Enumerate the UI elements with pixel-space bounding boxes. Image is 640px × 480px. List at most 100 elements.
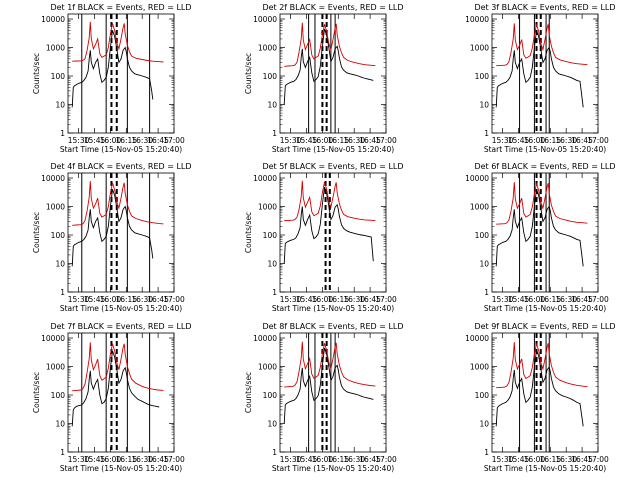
plot-panel-1: Det 1f BLACK = Events, RED = LLD 1 10 100 10… bbox=[32, 3, 192, 154]
x-tick-label: 15:45 bbox=[84, 136, 106, 145]
x-tick-label: 16:30 bbox=[555, 136, 577, 145]
plot-panel-7: Det 7f BLACK = Events, RED = LLD 1 10 100 10… bbox=[32, 322, 192, 473]
x-tick-label: 15:45 bbox=[508, 455, 530, 464]
plot-title: Det 1f BLACK = Events, RED = LLD bbox=[50, 3, 191, 12]
y-tick-label: 10000 bbox=[253, 15, 277, 24]
y-tick-label: 100 bbox=[263, 72, 278, 81]
x-tick-label: 15:30 bbox=[280, 455, 302, 464]
plot-title: Det 5f BLACK = Events, RED = LLD bbox=[262, 162, 403, 171]
events-series-line bbox=[495, 349, 584, 427]
y-tick-label: 100 bbox=[475, 72, 490, 81]
x-tick-label: 16:45 bbox=[359, 295, 381, 304]
x-axis-label: Start Time (15-Nov-05 15:20:40) bbox=[60, 304, 182, 313]
x-tick-label: 15:45 bbox=[296, 136, 318, 145]
x-tick-label: 16:45 bbox=[571, 295, 593, 304]
plot-frame bbox=[67, 172, 175, 293]
x-tick-label: 17:00 bbox=[375, 455, 397, 464]
lld-series-line bbox=[284, 22, 376, 67]
plot-title: Det 6f BLACK = Events, RED = LLD bbox=[474, 162, 615, 171]
plot-title: Det 4f BLACK = Events, RED = LLD bbox=[50, 162, 191, 171]
x-axis-label: Start Time (15-Nov-05 15:20:40) bbox=[60, 464, 182, 473]
x-axis-label: Start Time (15-Nov-05 15:20:40) bbox=[484, 464, 606, 473]
x-tick-label: 16:30 bbox=[131, 455, 153, 464]
plot-panel-4: Det 4f BLACK = Events, RED = LLD 1 10 100 10… bbox=[32, 162, 192, 313]
x-tick-label: 16:00 bbox=[524, 295, 546, 304]
x-tick-label: 17:00 bbox=[375, 295, 397, 304]
x-axis-label: Start Time (15-Nov-05 15:20:40) bbox=[272, 145, 394, 154]
x-axis-label: Start Time (15-Nov-05 15:20:40) bbox=[60, 145, 182, 154]
x-tick-label: 16:00 bbox=[524, 455, 546, 464]
events-series-line bbox=[71, 350, 160, 427]
lld-series-line bbox=[496, 342, 588, 389]
x-axis-label: Start Time (15-Nov-05 15:20:40) bbox=[484, 304, 606, 313]
events-series-line bbox=[71, 30, 154, 108]
y-tick-label: 100 bbox=[263, 391, 278, 400]
x-tick-label: 16:15 bbox=[327, 295, 349, 304]
y-tick-label: 10000 bbox=[253, 334, 277, 343]
y-tick-label: 10 bbox=[479, 420, 489, 429]
x-tick-label: 17:00 bbox=[163, 455, 185, 464]
y-axis-label: Counts/sec bbox=[32, 372, 41, 413]
y-tick-label: 1 bbox=[272, 288, 277, 297]
plot-title: Det 3f BLACK = Events, RED = LLD bbox=[474, 3, 615, 12]
x-tick-label: 15:30 bbox=[280, 136, 302, 145]
x-tick-label: 16:15 bbox=[115, 455, 137, 464]
x-tick-label: 16:00 bbox=[312, 136, 334, 145]
x-tick-label: 15:45 bbox=[296, 295, 318, 304]
x-tick-label: 16:00 bbox=[524, 136, 546, 145]
x-tick-label: 16:45 bbox=[147, 295, 169, 304]
plot-panel-5: Det 5f BLACK = Events, RED = LLD 1 10 100 10… bbox=[244, 162, 404, 313]
x-tick-label: 15:30 bbox=[68, 455, 90, 464]
x-tick-label: 16:00 bbox=[312, 295, 334, 304]
y-tick-label: 1000 bbox=[258, 203, 277, 212]
plot-title: Det 8f BLACK = Events, RED = LLD bbox=[262, 322, 403, 331]
x-axis-label: Start Time (15-Nov-05 15:20:40) bbox=[484, 145, 606, 154]
events-series-line bbox=[495, 30, 584, 108]
x-tick-label: 16:45 bbox=[571, 136, 593, 145]
y-axis-label: Counts/sec bbox=[244, 212, 253, 253]
y-tick-label: 10000 bbox=[465, 15, 489, 24]
x-tick-label: 16:30 bbox=[555, 295, 577, 304]
y-axis-label: Counts/sec bbox=[32, 212, 41, 253]
y-tick-label: 100 bbox=[51, 391, 66, 400]
x-tick-label: 15:45 bbox=[508, 136, 530, 145]
lld-series-line bbox=[496, 23, 588, 67]
y-tick-label: 1 bbox=[272, 448, 277, 457]
y-tick-label: 1 bbox=[272, 129, 277, 138]
x-tick-label: 16:15 bbox=[327, 136, 349, 145]
y-tick-label: 10 bbox=[479, 101, 489, 110]
x-tick-label: 16:45 bbox=[147, 455, 169, 464]
y-tick-label: 10 bbox=[55, 101, 65, 110]
y-tick-label: 1000 bbox=[46, 203, 65, 212]
y-tick-label: 10000 bbox=[41, 174, 65, 183]
y-tick-label: 10000 bbox=[253, 174, 277, 183]
y-tick-label: 100 bbox=[51, 72, 66, 81]
y-tick-label: 100 bbox=[51, 231, 66, 240]
y-tick-label: 1000 bbox=[258, 363, 277, 372]
x-tick-label: 16:30 bbox=[555, 455, 577, 464]
x-axis-label: Start Time (15-Nov-05 15:20:40) bbox=[272, 464, 394, 473]
lld-series-line bbox=[72, 342, 164, 392]
x-tick-label: 16:00 bbox=[100, 295, 122, 304]
x-tick-label: 16:15 bbox=[327, 455, 349, 464]
plot-panel-9: Det 9f BLACK = Events, RED = LLD 1 10 100 10… bbox=[465, 322, 615, 473]
y-tick-label: 10 bbox=[55, 420, 65, 429]
events-series-line bbox=[495, 189, 584, 267]
y-tick-label: 1000 bbox=[258, 44, 277, 53]
plot-frame bbox=[491, 332, 599, 453]
x-tick-label: 15:30 bbox=[492, 295, 514, 304]
x-tick-label: 16:00 bbox=[100, 455, 122, 464]
plot-frame bbox=[491, 13, 599, 134]
x-tick-label: 16:15 bbox=[115, 136, 137, 145]
y-tick-label: 1000 bbox=[46, 44, 65, 53]
y-tick-label: 100 bbox=[475, 391, 490, 400]
x-tick-label: 15:30 bbox=[280, 295, 302, 304]
x-tick-label: 16:00 bbox=[312, 455, 334, 464]
events-series-line bbox=[71, 189, 154, 267]
x-tick-label: 16:30 bbox=[343, 295, 365, 304]
plot-panel-3: Det 3f BLACK = Events, RED = LLD 1 10 100 10… bbox=[465, 3, 615, 154]
x-tick-label: 15:30 bbox=[492, 455, 514, 464]
x-tick-label: 15:45 bbox=[84, 295, 106, 304]
x-tick-label: 15:30 bbox=[492, 136, 514, 145]
